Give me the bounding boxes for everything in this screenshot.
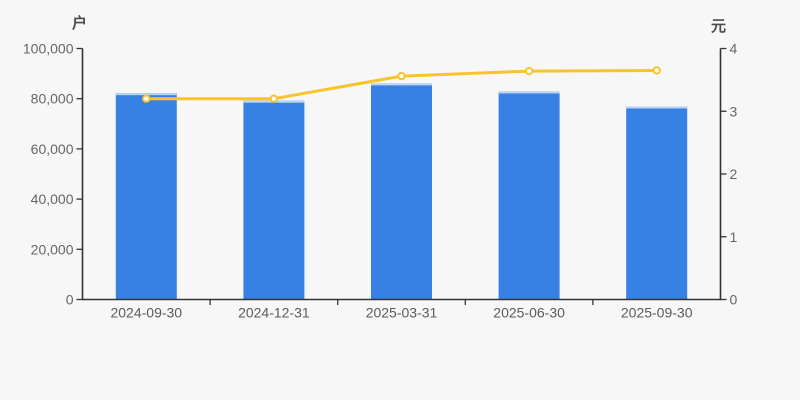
left-axis-unit-label: 户 <box>72 15 88 32</box>
x-axis-category-label: 2025-09-30 <box>621 305 693 321</box>
left-axis-tick-label: 80,000 <box>31 91 74 107</box>
line-point-marker[interactable] <box>269 94 279 103</box>
x-axis-category-label: 2024-09-30 <box>110 305 182 321</box>
right-axis-tick-label: 1 <box>730 229 738 245</box>
left-axis-tick-label: 0 <box>66 292 74 308</box>
right-axis-unit-label: 元 <box>711 18 727 35</box>
x-axis-category-label: 2024-12-31 <box>238 305 310 321</box>
line-point-marker[interactable] <box>524 66 534 76</box>
left-axis-tick-label: 40,000 <box>31 191 74 207</box>
bar-top-edge <box>371 83 432 86</box>
left-axis-tick-label: 60,000 <box>31 141 74 157</box>
bar-top-edge <box>498 91 560 94</box>
right-axis-tick-label: 2 <box>730 166 738 182</box>
left-axis-tick-label: 20,000 <box>31 241 74 257</box>
bar[interactable] <box>115 93 177 300</box>
x-axis-category-label: 2025-03-31 <box>366 305 438 321</box>
bar-top-edge <box>626 106 688 109</box>
bar[interactable] <box>243 100 305 300</box>
right-axis-tick-label: 3 <box>730 103 738 119</box>
bar[interactable] <box>371 83 432 300</box>
line-point-marker[interactable] <box>142 94 151 103</box>
bar[interactable] <box>626 106 688 300</box>
line-point-marker[interactable] <box>397 71 406 81</box>
right-axis-tick-label: 0 <box>730 292 738 308</box>
bar[interactable] <box>498 91 560 300</box>
left-axis-tick-label: 100,000 <box>23 41 74 57</box>
x-axis-category-label: 2025-06-30 <box>493 305 565 321</box>
line-point-marker[interactable] <box>652 66 661 75</box>
bar-top-edge <box>115 93 177 96</box>
right-axis-tick-label: 4 <box>730 41 738 57</box>
